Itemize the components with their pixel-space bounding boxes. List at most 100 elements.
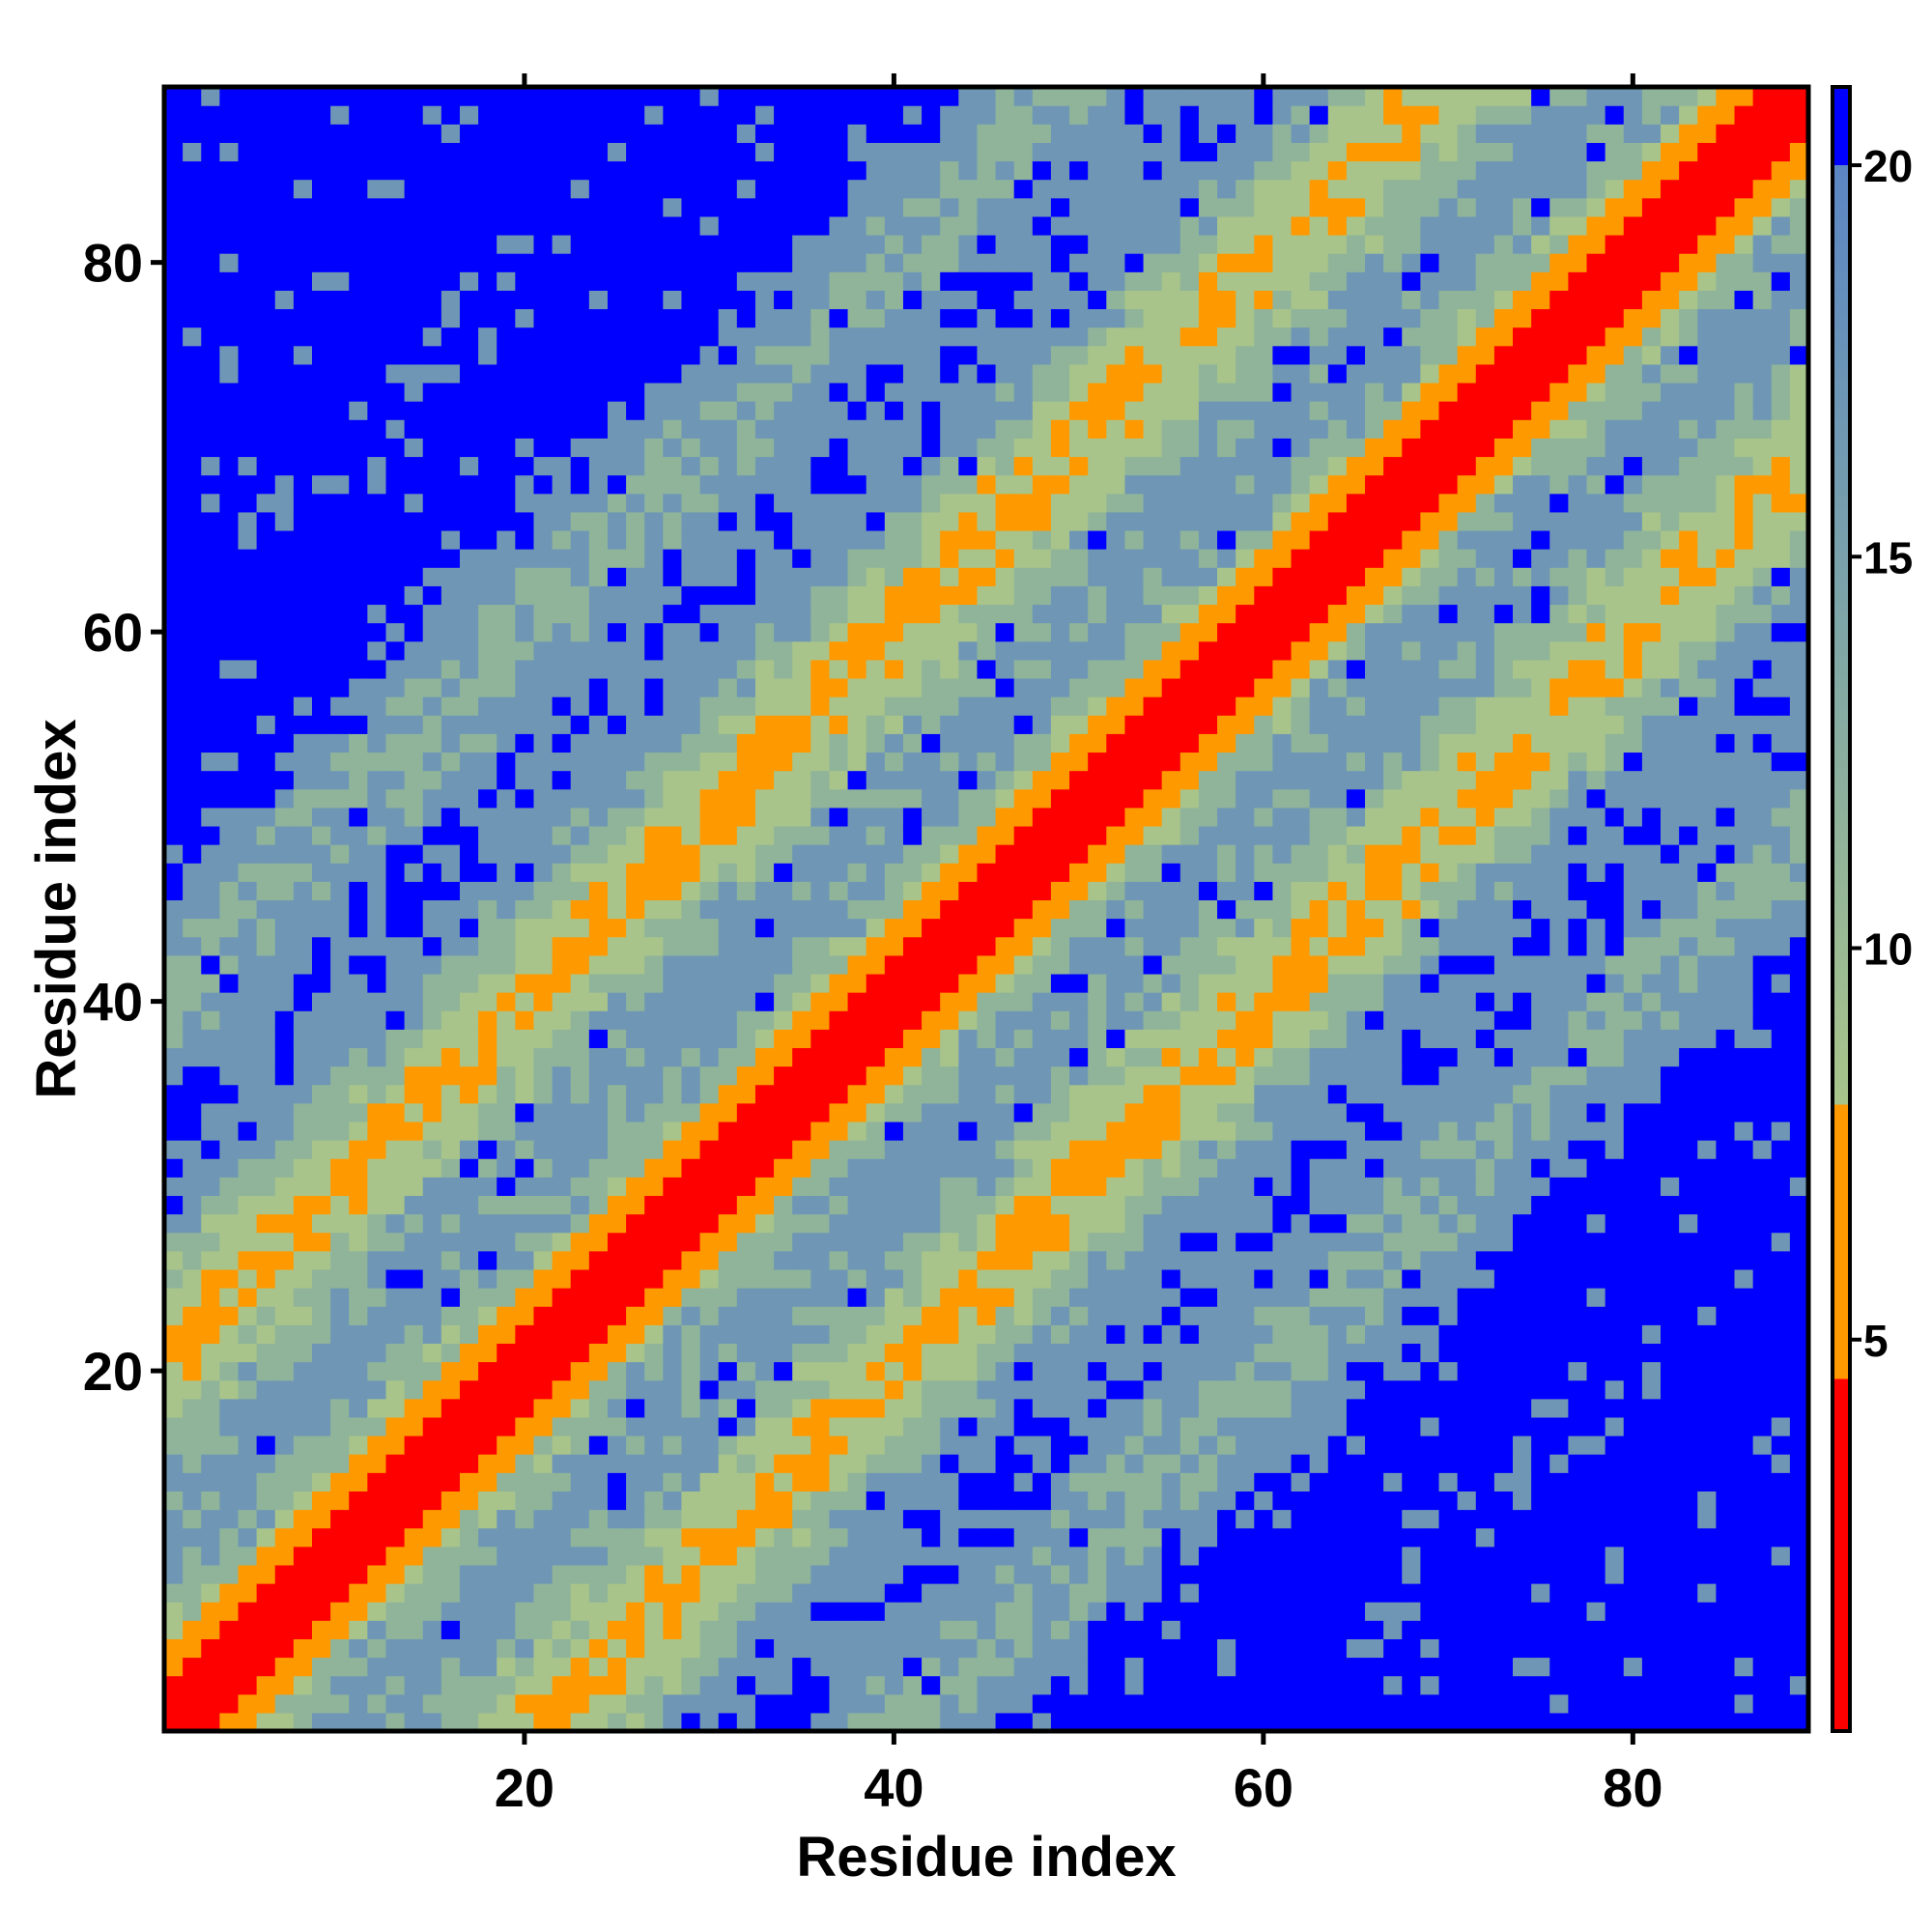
heatmap-cell xyxy=(570,160,590,181)
heatmap-cell xyxy=(533,1195,554,1215)
heatmap-cell xyxy=(699,973,720,993)
heatmap-cell xyxy=(902,1693,923,1714)
heatmap-cell xyxy=(736,604,756,624)
heatmap-cell xyxy=(183,844,202,864)
heatmap-cell xyxy=(1032,1361,1052,1381)
heatmap-cell xyxy=(1069,1250,1089,1270)
heatmap-cell xyxy=(1493,1657,1514,1677)
heatmap-cell xyxy=(1771,1177,1791,1197)
heatmap-cell xyxy=(1088,1195,1107,1215)
heatmap-cell xyxy=(1088,1140,1107,1159)
heatmap-cell xyxy=(1493,1546,1514,1566)
heatmap-cell xyxy=(1493,1084,1514,1104)
heatmap-cell xyxy=(330,585,350,606)
heatmap-cell xyxy=(1586,1491,1606,1511)
heatmap-cell xyxy=(1420,1472,1440,1492)
heatmap-cell xyxy=(552,954,572,975)
heatmap-cell xyxy=(293,87,313,106)
heatmap-cell xyxy=(1161,1416,1181,1436)
heatmap-cell xyxy=(497,677,516,697)
heatmap-cell xyxy=(1605,1602,1625,1621)
heatmap-cell xyxy=(902,1084,923,1104)
heatmap-cell xyxy=(829,1158,849,1178)
heatmap-cell xyxy=(736,567,756,586)
heatmap-cell xyxy=(884,1250,904,1270)
heatmap-cell xyxy=(699,1583,720,1603)
heatmap-cell xyxy=(330,1416,350,1436)
heatmap-cell xyxy=(958,1343,979,1363)
heatmap-cell xyxy=(311,622,331,642)
heatmap-cell xyxy=(792,1509,811,1529)
heatmap-cell xyxy=(829,1343,849,1363)
heatmap-cell xyxy=(663,1693,683,1714)
heatmap-cell xyxy=(1734,1491,1754,1511)
heatmap-cell xyxy=(552,1657,572,1677)
heatmap-cell xyxy=(367,788,387,809)
heatmap-cell xyxy=(1383,1158,1403,1178)
heatmap-cell xyxy=(588,1398,609,1418)
heatmap-cell xyxy=(1106,1195,1126,1215)
heatmap-cell xyxy=(1124,1213,1145,1234)
heatmap-cell xyxy=(459,1102,479,1122)
heatmap-cell xyxy=(349,1047,368,1067)
heatmap-cell xyxy=(219,345,240,365)
heatmap-cell xyxy=(533,1250,554,1270)
heatmap-cell xyxy=(1457,1546,1477,1566)
heatmap-cell xyxy=(238,179,258,199)
heatmap-cell xyxy=(1327,1306,1348,1325)
heatmap-cell xyxy=(681,1379,701,1400)
heatmap-cell xyxy=(459,1712,479,1732)
heatmap-cell xyxy=(349,825,368,845)
heatmap-cell xyxy=(1272,1121,1293,1141)
heatmap-cell xyxy=(1346,1158,1366,1178)
heatmap-cell xyxy=(1272,1306,1293,1325)
heatmap-cell xyxy=(1291,1398,1311,1418)
heatmap-cell xyxy=(459,992,479,1011)
heatmap-cell xyxy=(626,1491,645,1511)
heatmap-cell xyxy=(902,1140,923,1159)
heatmap-cell xyxy=(1198,1232,1218,1252)
heatmap-cell xyxy=(1032,1583,1052,1603)
heatmap-cell xyxy=(1088,1435,1107,1455)
heatmap-cell xyxy=(219,1250,240,1270)
heatmap-cell xyxy=(718,511,738,531)
heatmap-cell xyxy=(699,1416,720,1436)
heatmap-cell xyxy=(385,401,406,420)
heatmap-cell xyxy=(1179,1324,1200,1344)
heatmap-cell xyxy=(256,1343,276,1363)
heatmap-cell xyxy=(570,604,590,624)
heatmap-cell xyxy=(422,770,442,790)
heatmap-cell xyxy=(515,1102,535,1122)
heatmap-cell xyxy=(183,1268,202,1289)
heatmap-cell xyxy=(1161,1324,1181,1344)
heatmap-cell xyxy=(736,1583,756,1603)
heatmap-cell xyxy=(736,1564,756,1584)
heatmap-cell xyxy=(404,271,424,291)
heatmap-cell xyxy=(1679,1435,1698,1455)
heatmap-cell xyxy=(183,1158,202,1178)
heatmap-cell xyxy=(607,105,627,125)
heatmap-cell xyxy=(238,290,258,310)
heatmap-cell xyxy=(626,1583,645,1603)
heatmap-cell xyxy=(1475,1638,1495,1659)
heatmap-cell xyxy=(1420,1268,1440,1289)
heatmap-cell xyxy=(201,640,220,661)
heatmap-cell xyxy=(1475,1102,1495,1122)
heatmap-cell xyxy=(274,677,295,697)
heatmap-cell xyxy=(1623,1675,1643,1695)
heatmap-cell xyxy=(349,1010,368,1030)
heatmap-cell xyxy=(219,1288,240,1307)
heatmap-cell xyxy=(330,345,350,365)
heatmap-cell xyxy=(164,1121,184,1141)
heatmap-cell xyxy=(515,179,535,199)
heatmap-cell xyxy=(663,1546,683,1566)
heatmap-cell xyxy=(1623,1398,1643,1418)
heatmap-cell xyxy=(552,1102,572,1122)
heatmap-cell xyxy=(866,1195,886,1215)
heatmap-cell xyxy=(1438,1306,1459,1325)
heatmap-cell xyxy=(1438,1454,1459,1473)
heatmap-cell xyxy=(274,124,295,143)
heatmap-cell xyxy=(219,124,240,143)
heatmap-cell xyxy=(459,124,479,143)
heatmap-cell xyxy=(311,715,331,734)
